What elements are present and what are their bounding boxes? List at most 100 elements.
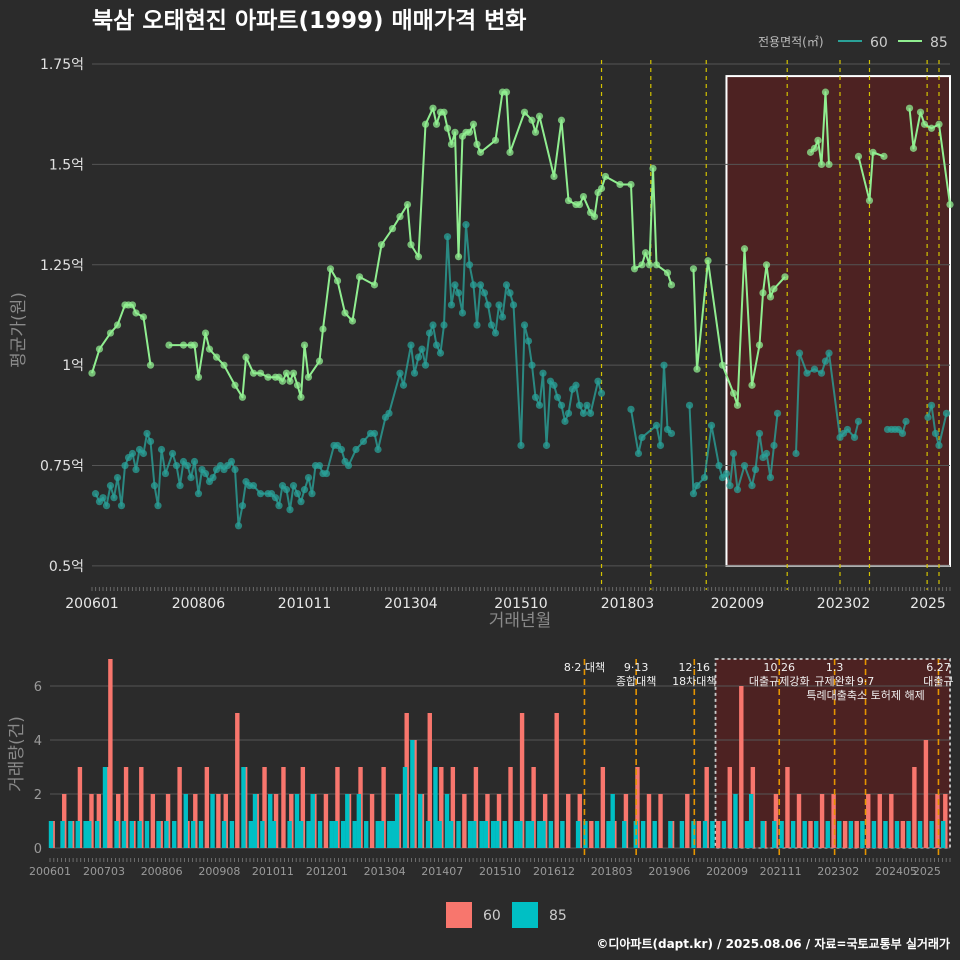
volume-bar-60 [235,713,240,848]
series-85-point [377,241,386,249]
volume-bar-85 [721,821,727,848]
volume-bar-60 [635,767,640,848]
series-85-point [759,289,767,297]
volume-bar-85 [402,767,408,848]
series-60-point [557,401,566,409]
volume-bar-60 [381,767,386,848]
volume-bar-85 [472,821,477,848]
series-60-point [308,490,316,498]
volume-x-tick-label: 200908 [198,865,240,878]
volume-bar-85 [114,821,119,848]
y-tick-label: 1.5억 [49,157,84,173]
volume-bar-85 [860,821,865,848]
series-60-point [656,441,665,450]
series-60-point [344,461,353,470]
volume-bar-60 [923,740,929,848]
volume-bar-85 [183,794,188,848]
x-tick-label: 200806 [172,596,226,612]
series-85-point [432,120,441,128]
x-tick-label: 200601 [65,596,118,612]
series-60-point [432,341,441,349]
volume-bar-60 [842,821,848,848]
series-85-point [146,361,155,369]
volume-bar-85 [356,794,362,848]
volume-bar-85 [198,821,204,848]
bottom-legend-swatch-60 [446,902,472,928]
series-60-point [436,349,445,357]
volume-bar-85 [483,821,488,848]
series-60-point [506,289,514,297]
series-60-point [517,441,525,450]
volume-bar-85 [575,821,581,848]
volume-bar-85 [622,821,627,848]
series-60-point [755,429,764,438]
volume-bar-85 [294,794,300,848]
series-85-point [627,180,635,189]
series-60-point [121,461,129,470]
series-85-point [454,253,463,261]
series-60-point [854,417,863,425]
policy-label: 규제완화 [814,675,854,688]
series-60-point [594,377,602,385]
volume-bar-60 [900,821,906,848]
volume-bar-85 [779,821,784,848]
volume-bar-60 [123,767,129,848]
volume-bar-60 [262,767,267,848]
series-60-point [359,437,368,446]
y-tick-label: 1.25억 [40,258,84,274]
volume-bar-60 [566,794,571,848]
y-tick-label: 1.75억 [40,57,84,73]
series-60-point [575,401,584,409]
volume-bar-85 [479,821,484,848]
series-60-point [707,421,716,429]
series-85-line [692,247,786,407]
series-60-point [579,409,588,417]
volume-bar-85 [121,821,127,848]
series-60-point [352,445,360,454]
volume-bar-60 [508,767,513,848]
y-tick-label: 0.5억 [49,559,84,575]
volume-x-tick-label: 201510 [479,865,521,878]
series-60-point [627,405,635,413]
series-60-point [297,498,305,506]
volume-bar-85 [310,794,315,848]
series-60-point [733,486,742,494]
series-85-point [649,164,657,173]
volume-bar-60 [935,794,940,848]
volume-bar-85 [94,821,100,848]
series-60-point [473,321,481,329]
series-85-point [531,128,540,136]
series-85-point [231,381,239,389]
volume-x-tick-label: 201612 [533,865,575,878]
series-60-point [476,281,485,289]
volume-bar-85 [252,794,258,848]
volume-bar-60 [704,767,709,848]
series-85-line [857,151,885,202]
volume-bar-85 [229,821,235,848]
series-60-point [520,321,529,329]
series-60-point [660,361,668,369]
series-85-point [491,136,500,144]
volume-bar-85 [929,821,934,848]
volume-x-tick-label: 200601 [29,865,71,878]
series-60-point [209,473,217,482]
bottom-legend-swatch-85 [512,902,538,928]
price-plot: 0.5억 0.75억 1억 1.25억 1.5억 1.75억 200601 200806 201… [40,57,954,612]
volume-bar-60 [685,794,690,848]
series-60-point [935,441,943,450]
series-60-point [458,309,467,317]
series-60-point [524,337,533,345]
series-85-point [333,277,342,285]
policy-label: 18차대책 [672,675,716,688]
volume-bar-85 [772,821,777,848]
volume-bar-60 [281,767,286,848]
series-85-point [663,269,672,277]
series-85-point [278,377,287,385]
series-85-point [179,341,188,349]
volume-bar-60 [204,767,210,848]
volume-bar-85 [190,821,196,848]
volume-x-tick-label: 202405 [875,865,917,878]
series-85-point [781,273,789,281]
volume-bar-85 [537,821,542,848]
volume-x-tick-label: 202009 [706,865,748,878]
